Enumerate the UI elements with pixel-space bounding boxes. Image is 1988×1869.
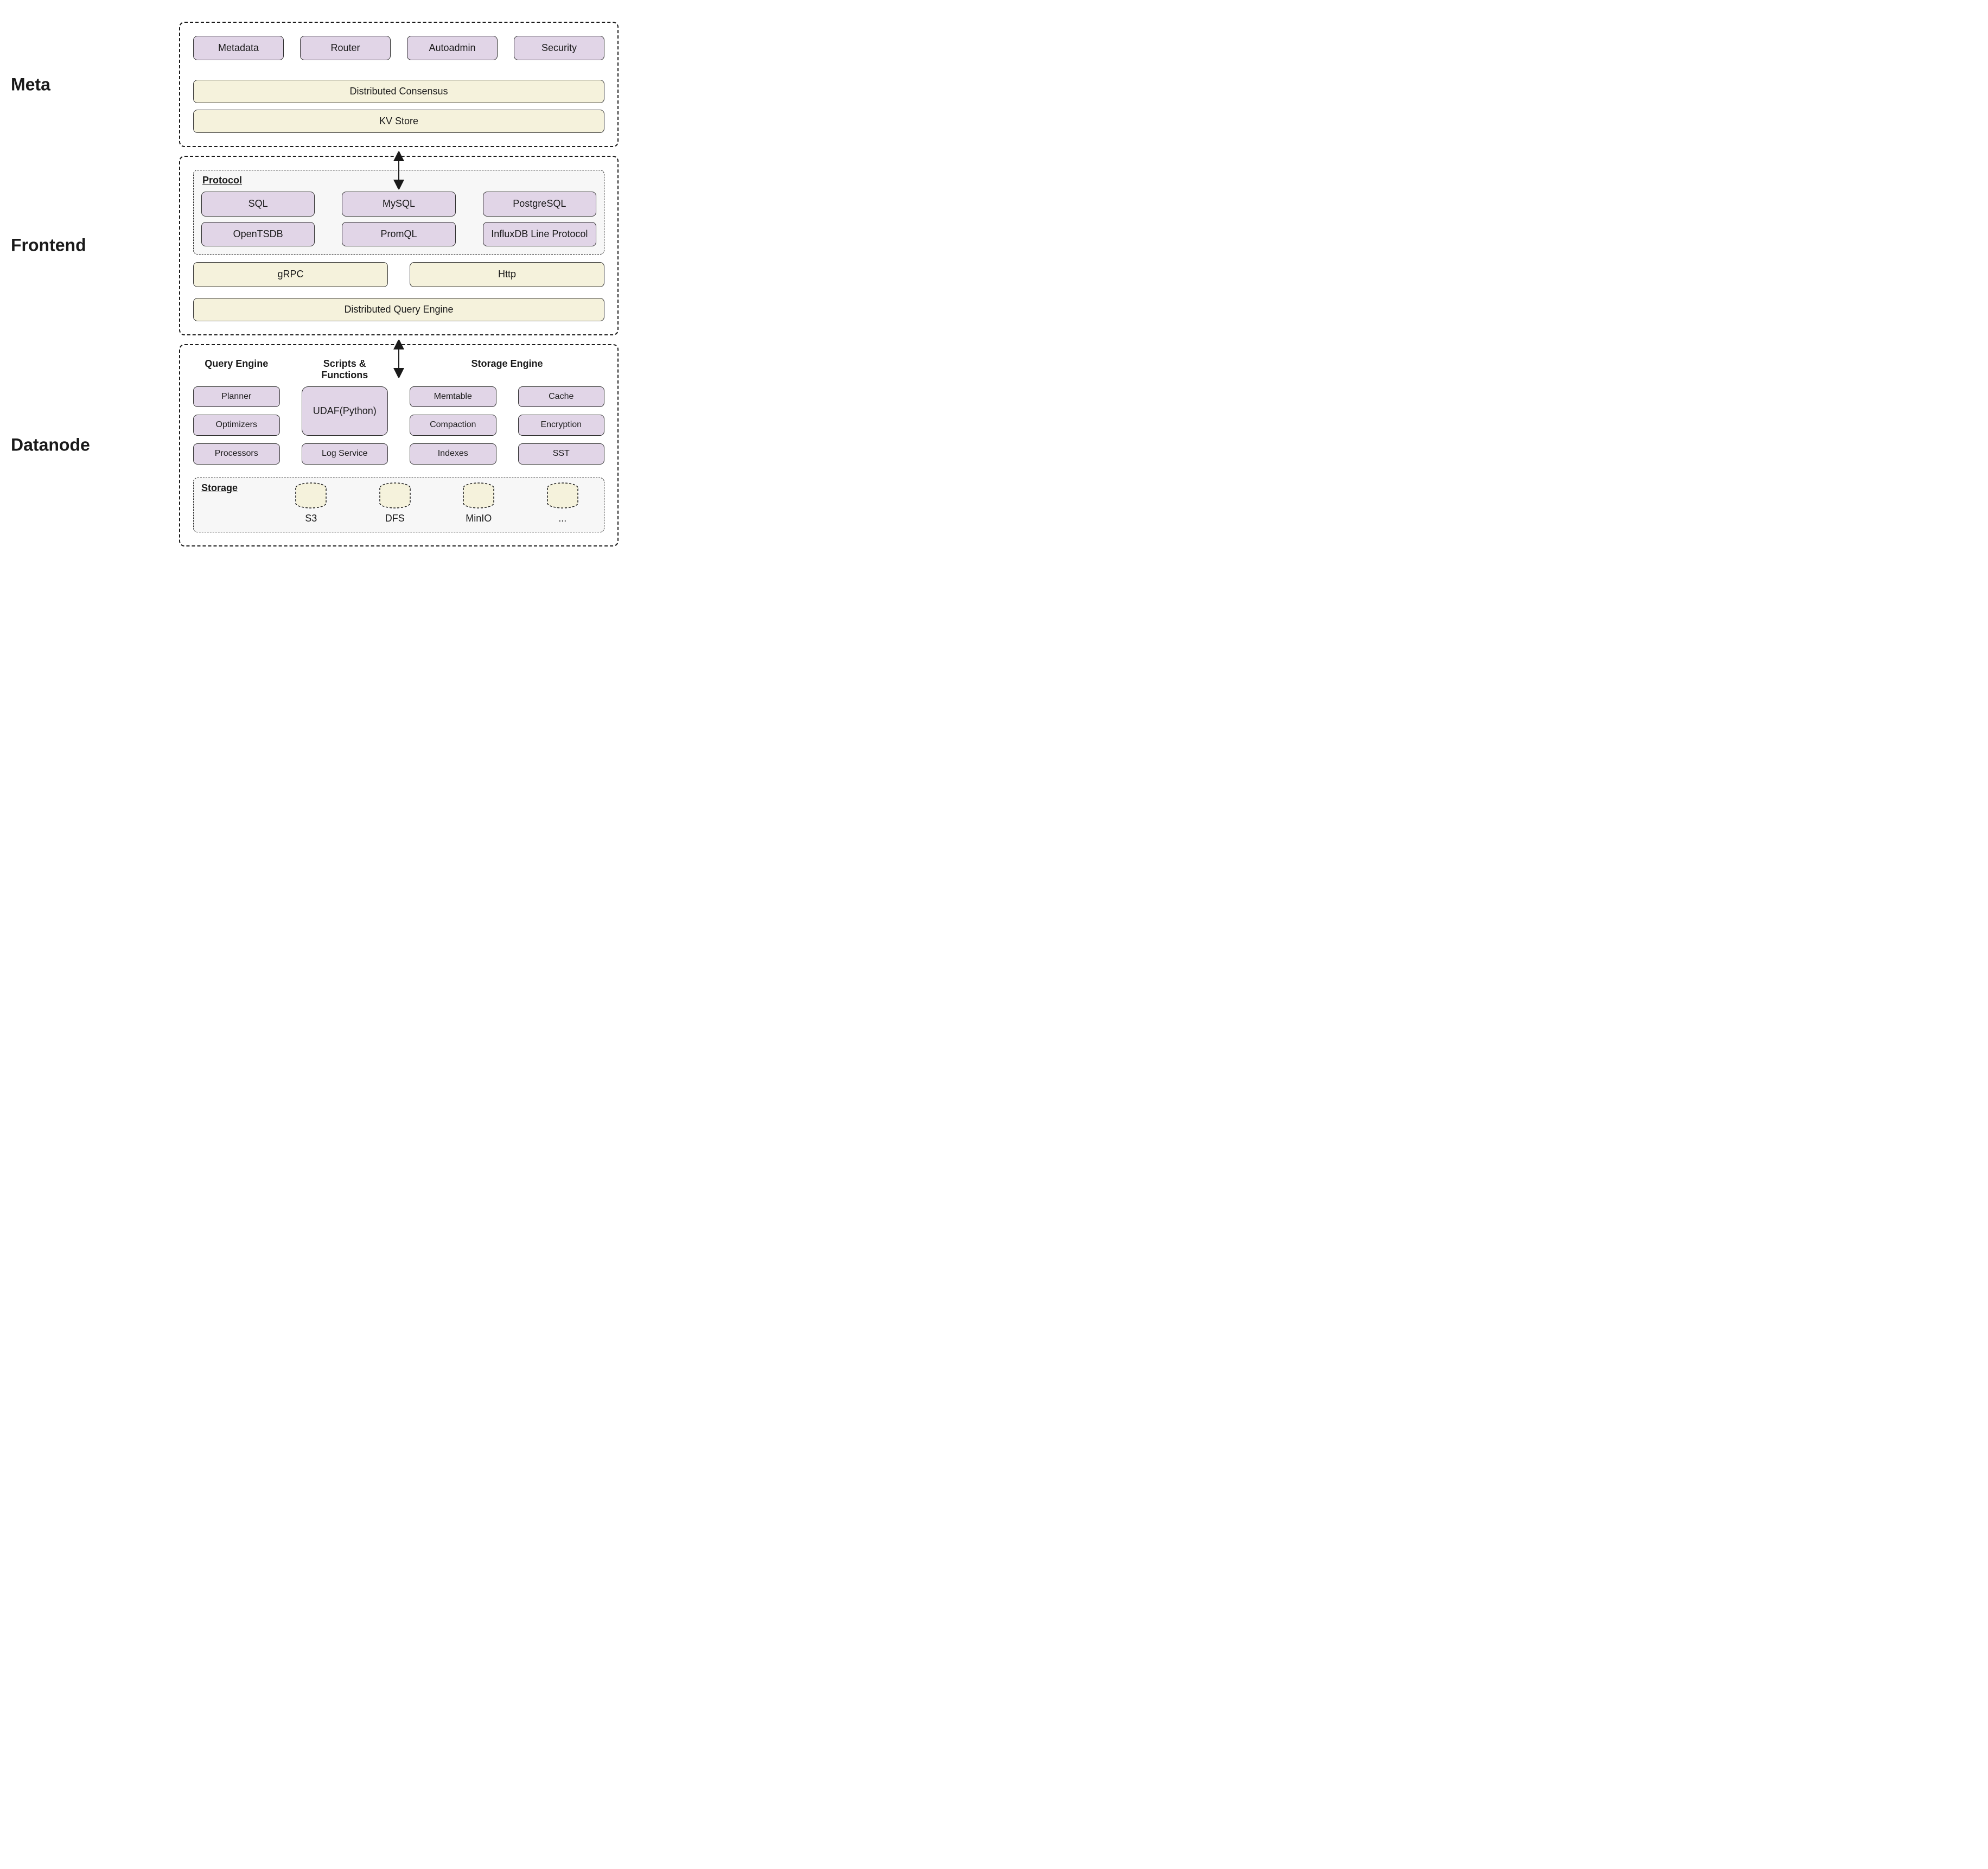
se-cache: Cache (518, 386, 605, 408)
cylinder-icon (461, 482, 496, 510)
proto-promql: PromQL (342, 222, 455, 246)
meta-box-autoadmin: Autoadmin (407, 36, 498, 60)
qe-optimizers: Optimizers (193, 415, 280, 436)
se-memtable: Memtable (410, 386, 496, 408)
col-title-scripts: Scripts & Functions (302, 358, 388, 381)
storage-label-dfs: DFS (385, 513, 405, 524)
scripts-udaf: UDAF(Python) (302, 386, 388, 436)
meta-services-row: Metadata Router Autoadmin Security (193, 36, 604, 60)
meta-box-metadata: Metadata (193, 36, 284, 60)
arrow-meta-to-frontend (392, 151, 406, 189)
proto-mysql: MySQL (342, 192, 455, 216)
scripts-log: Log Service (302, 443, 388, 465)
cylinder-icon (378, 482, 412, 510)
storage-label-more: ... (558, 513, 566, 524)
proto-sql: SQL (201, 192, 315, 216)
transport-row: gRPC Http (193, 262, 604, 287)
frontend-bar-dist-query: Distributed Query Engine (193, 298, 604, 321)
meta-bar-consensus: Distributed Consensus (193, 80, 604, 103)
transport-http: Http (410, 262, 604, 287)
se-indexes: Indexes (410, 443, 496, 465)
proto-influx: InfluxDB Line Protocol (483, 222, 596, 246)
tier-label-meta: Meta (11, 74, 163, 94)
storage-label-minio: MinIO (466, 513, 492, 524)
se-compaction: Compaction (410, 415, 496, 436)
meta-box-security: Security (514, 36, 604, 60)
architecture-diagram: Meta Metadata Router Autoadmin Security … (11, 22, 619, 546)
storage-dfs: DFS (378, 482, 412, 524)
storage-group: Storage S3 (193, 478, 604, 532)
se-encryption: Encryption (518, 415, 605, 436)
arrow-frontend-to-datanode (392, 340, 406, 378)
storage-label-s3: S3 (305, 513, 317, 524)
meta-box-router: Router (300, 36, 391, 60)
tier-label-datanode: Datanode (11, 435, 163, 455)
col-title-storage-engine: Storage Engine (410, 358, 604, 381)
cylinder-icon (294, 482, 328, 510)
tier-labels-column (11, 22, 179, 546)
datanode-grid: Planner UDAF(Python) Memtable Cache Opti… (193, 386, 604, 465)
qe-processors: Processors (193, 443, 280, 465)
storage-group-title: Storage (201, 482, 238, 494)
tier-meta: Meta Metadata Router Autoadmin Security … (179, 22, 619, 147)
storage-s3: S3 (294, 482, 328, 524)
cylinder-icon (545, 482, 580, 510)
storage-minio: MinIO (461, 482, 496, 524)
proto-opentsdb: OpenTSDB (201, 222, 315, 246)
col-title-query-engine: Query Engine (193, 358, 280, 381)
storage-more: ... (545, 482, 580, 524)
tier-label-frontend: Frontend (11, 236, 163, 256)
meta-bar-kvstore: KV Store (193, 110, 604, 133)
qe-planner: Planner (193, 386, 280, 408)
se-sst: SST (518, 443, 605, 465)
transport-grpc: gRPC (193, 262, 388, 287)
proto-postgresql: PostgreSQL (483, 192, 596, 216)
